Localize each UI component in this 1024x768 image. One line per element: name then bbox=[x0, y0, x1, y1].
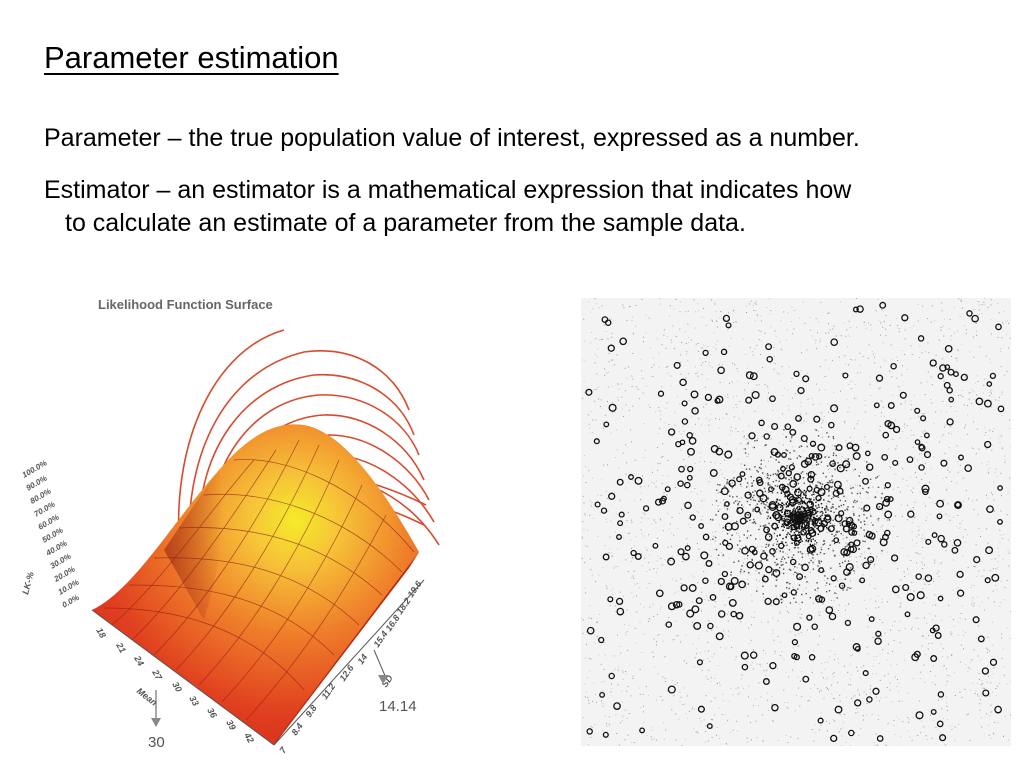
y-tick: 14 bbox=[355, 652, 369, 666]
star-field-image bbox=[581, 298, 1012, 747]
x-tick: 33 bbox=[187, 694, 201, 708]
likelihood-surface-svg: Likelihood Function Surface bbox=[20, 297, 440, 755]
y-tick: 16.8 bbox=[383, 613, 401, 633]
mean-marker: 30 bbox=[148, 734, 165, 751]
likelihood-surface-figure: Likelihood Function Surface bbox=[14, 290, 454, 760]
likelihood-surface bbox=[92, 424, 419, 745]
x-tick: 30 bbox=[170, 680, 184, 694]
y-tick: 9.8 bbox=[303, 703, 318, 719]
y-tick: 8.4 bbox=[289, 721, 304, 737]
parameter-definition: Parameter – the true population value of… bbox=[44, 122, 1004, 155]
x-tick: 24 bbox=[132, 653, 146, 668]
x-tick: 21 bbox=[114, 640, 128, 655]
x-ticks: 18 21 24 27 30 33 36 39 42 bbox=[94, 626, 256, 745]
x-tick: 36 bbox=[205, 706, 219, 721]
y-tick: 7 bbox=[277, 744, 289, 755]
mean-marker-arrow-icon bbox=[151, 718, 161, 727]
x-tick: 18 bbox=[94, 626, 108, 640]
surface-mesh bbox=[103, 439, 415, 721]
z-axis-label: LK-% bbox=[20, 571, 36, 596]
parameter-definition-text: Parameter – the true population value of… bbox=[44, 124, 860, 152]
estimator-definition: Estimator – an estimator is a mathematic… bbox=[44, 174, 1004, 240]
y-tick: 18.2 bbox=[394, 596, 412, 616]
x-tick: 27 bbox=[150, 667, 165, 682]
x-tick: 42 bbox=[242, 730, 256, 745]
page-title: Parameter estimation bbox=[44, 40, 339, 75]
estimator-definition-line1: Estimator – an estimator is a mathematic… bbox=[44, 176, 852, 204]
y-tick: 11.2 bbox=[319, 682, 337, 702]
sd-marker-arrow-icon bbox=[378, 675, 388, 684]
estimator-definition-line2: to calculate an estimate of a parameter … bbox=[65, 209, 746, 237]
y-tick: 15.4 bbox=[371, 629, 389, 649]
likelihood-title: Likelihood Function Surface bbox=[98, 297, 273, 312]
star-field-svg bbox=[581, 298, 1012, 747]
y-tick: 19.6 bbox=[405, 578, 424, 599]
sd-marker: 14.14 bbox=[379, 698, 417, 715]
z-tick: 0.0% bbox=[61, 593, 81, 610]
x-tick: 39 bbox=[224, 718, 238, 732]
y-tick: 12.6 bbox=[337, 662, 356, 683]
